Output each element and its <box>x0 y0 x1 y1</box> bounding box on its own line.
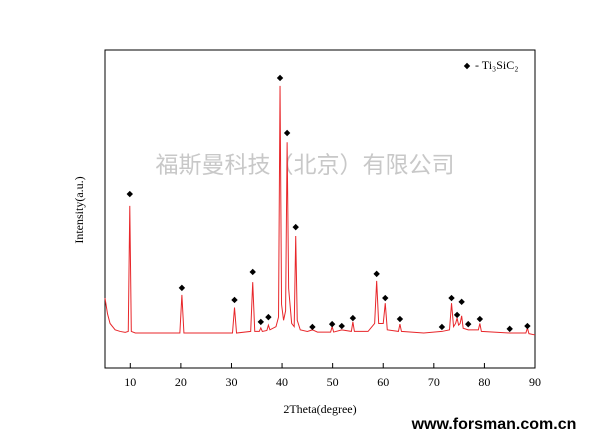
peak-marker <box>328 320 336 328</box>
peak-marker <box>257 318 265 326</box>
x-tick-label: 70 <box>428 375 440 389</box>
peak-marker <box>338 322 345 330</box>
peak-marker <box>448 294 455 302</box>
peak-marker <box>178 284 186 292</box>
peak-marker <box>283 129 291 137</box>
peak-marker <box>309 323 316 331</box>
peak-marker <box>465 320 472 328</box>
y-axis-label: Intensity(a.u.) <box>72 176 86 243</box>
legend-marker <box>463 62 471 70</box>
peak-marker <box>382 294 389 302</box>
legend-label: - Ti₃SiC₂ <box>475 58 518 72</box>
x-tick-label: 80 <box>478 375 490 389</box>
peak-marker <box>231 296 238 304</box>
peak-marker <box>249 268 256 276</box>
peak-marker <box>476 315 484 323</box>
plot-frame <box>104 49 536 369</box>
peak-marker <box>396 315 404 323</box>
peak-marker <box>292 223 299 231</box>
x-tick-label: 40 <box>276 375 288 389</box>
peak-marker <box>276 74 284 82</box>
peak-marker <box>453 311 461 319</box>
x-tick-label: 30 <box>225 375 237 389</box>
peak-marker <box>126 190 133 198</box>
peak-marker <box>373 270 380 278</box>
peak-marker <box>438 323 446 331</box>
watermark: 福斯曼科技（北京）有限公司 <box>156 153 455 179</box>
x-axis-label: 2Theta(degree) <box>283 402 356 416</box>
peak-marker <box>506 325 513 333</box>
x-tick-label: 50 <box>327 375 339 389</box>
pattern-line <box>104 85 536 336</box>
peak-marker <box>265 313 272 321</box>
x-tick-label: 60 <box>377 375 389 389</box>
website: www.forsman.com.cn <box>411 416 577 433</box>
peak-marker <box>458 298 465 306</box>
x-tick-label: 90 <box>529 375 541 389</box>
x-tick-label: 20 <box>175 375 187 389</box>
peak-marker <box>349 314 357 322</box>
peak-marker <box>524 322 531 330</box>
x-tick-label: 10 <box>124 375 136 389</box>
